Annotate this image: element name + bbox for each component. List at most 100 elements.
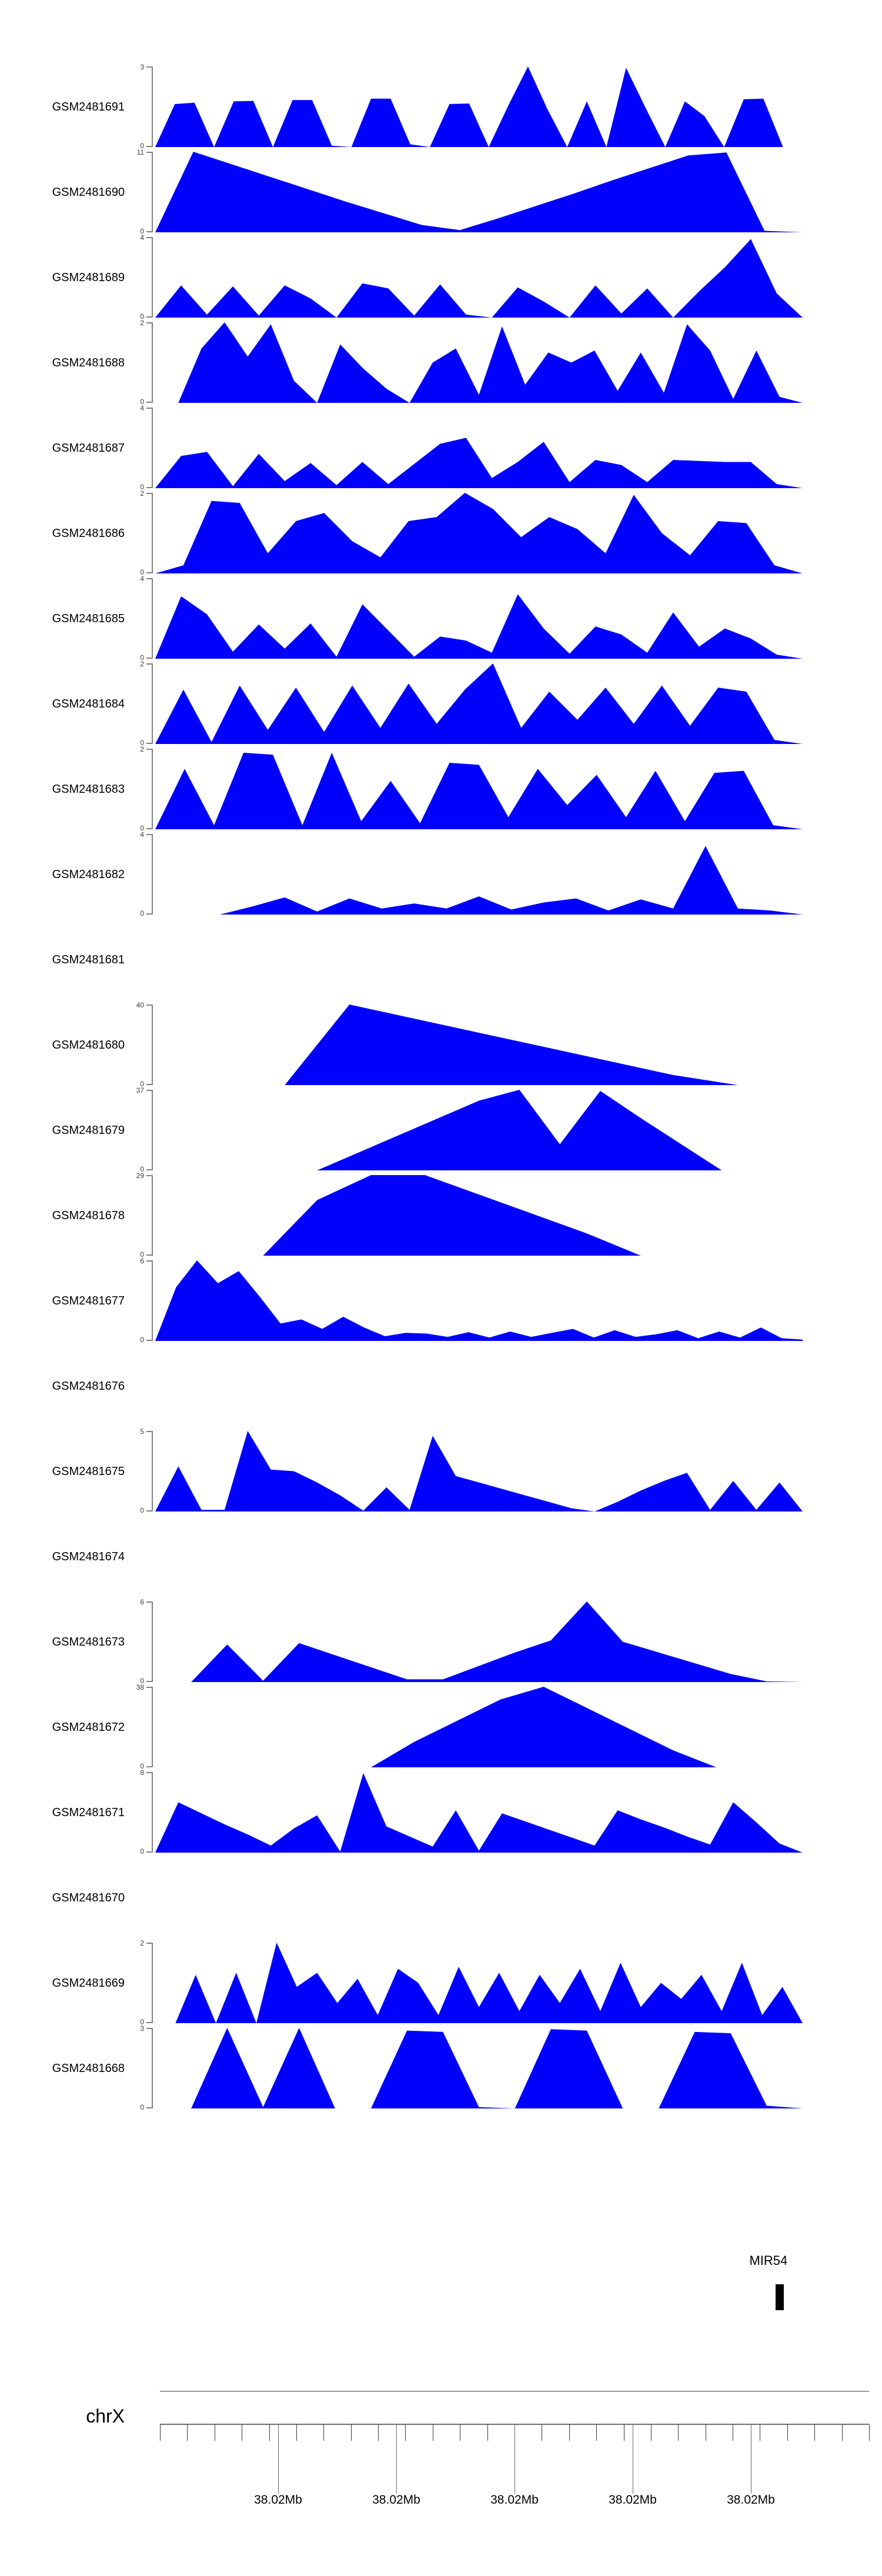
track-y-axis: 37 0 (134, 1087, 155, 1173)
coverage-profile[interactable] (155, 1943, 803, 2023)
y-axis-min-label: 0 (140, 824, 144, 832)
coverage-profile[interactable] (155, 1431, 803, 1511)
axis-minor-tick (350, 2424, 352, 2441)
data-track[interactable]: GSM2481684 2 0 (0, 660, 882, 746)
y-axis-tick-max (146, 2028, 153, 2029)
track-y-axis: 29 0 (134, 1172, 155, 1258)
data-track[interactable]: GSM2481680 40 0 (0, 1002, 882, 1088)
track-label: GSM2481669 (52, 1976, 125, 1990)
data-track[interactable]: GSM2481681 (0, 919, 882, 1000)
axis-coordinate-label: 38.02Mb (609, 2493, 657, 2507)
y-axis-tick-max (146, 237, 153, 238)
data-track[interactable]: GSM2481679 37 0 (0, 1087, 882, 1173)
y-axis-min-label: 0 (140, 1506, 144, 1514)
coverage-profile[interactable] (155, 1175, 803, 1256)
y-axis-min-label: 0 (140, 1677, 144, 1685)
data-track[interactable]: GSM2481677 6 0 (0, 1257, 882, 1344)
y-axis-min-label: 0 (140, 483, 144, 491)
coverage-profile[interactable] (155, 493, 803, 573)
gene-feature-box[interactable] (776, 2284, 784, 2310)
axis-coordinate-label: 38.02Mb (727, 2493, 775, 2507)
y-axis-min-label: 0 (140, 1336, 144, 1344)
coverage-profile[interactable] (155, 322, 803, 403)
coverage-profile[interactable] (155, 2028, 803, 2108)
y-axis-line (152, 66, 153, 147)
y-axis-tick-max (146, 749, 153, 750)
coverage-profile[interactable] (155, 1687, 803, 1767)
track-label: GSM2481682 (52, 867, 125, 881)
coverage-profile[interactable] (155, 1005, 803, 1085)
data-track[interactable]: GSM2481675 5 0 (0, 1428, 882, 1514)
coverage-profile[interactable] (155, 834, 803, 915)
y-axis-tick-min (146, 1254, 153, 1256)
coverage-profile[interactable] (155, 1772, 803, 1853)
data-track[interactable]: GSM2481690 11 0 (0, 149, 882, 235)
y-axis-tick-min (146, 402, 153, 403)
coverage-profile[interactable] (155, 1090, 803, 1170)
y-axis-max-label: 2 (140, 660, 144, 668)
data-track[interactable]: GSM2481676 (0, 1346, 882, 1426)
y-axis-min-label: 0 (140, 1165, 144, 1173)
y-axis-max-label: 4 (140, 575, 144, 583)
data-track[interactable]: GSM2481671 8 0 (0, 1769, 882, 1856)
y-axis-min-label: 0 (140, 1080, 144, 1088)
y-axis-max-label: 29 (136, 1172, 144, 1180)
y-axis-line (152, 408, 153, 488)
y-axis-min-label: 0 (140, 1847, 144, 1856)
coverage-profile[interactable] (155, 152, 803, 232)
coverage-profile[interactable] (155, 1601, 803, 1682)
data-track[interactable]: GSM2481687 4 0 (0, 405, 882, 491)
y-axis-tick-min (146, 572, 153, 573)
y-axis-tick-min (146, 231, 153, 232)
y-axis-line (152, 1687, 153, 1767)
y-axis-tick-max (146, 1601, 153, 1603)
y-axis-max-label: 4 (140, 830, 144, 839)
data-track[interactable]: GSM2481670 (0, 1857, 882, 1938)
y-axis-min-label: 0 (140, 398, 144, 406)
data-track[interactable]: GSM2481669 2 0 (0, 1940, 882, 2026)
data-track[interactable]: GSM2481686 2 0 (0, 490, 882, 576)
data-track[interactable]: GSM2481691 3 0 (0, 63, 882, 149)
track-y-axis: 38 0 (134, 1684, 155, 1770)
axis-minor-tick (869, 2424, 870, 2441)
data-track[interactable]: GSM2481678 29 0 (0, 1172, 882, 1258)
data-track[interactable]: GSM2481689 4 0 (0, 234, 882, 320)
track-label: GSM2481676 (52, 1379, 125, 1393)
y-axis-line (152, 1772, 153, 1853)
data-track[interactable]: GSM2481673 6 0 (0, 1599, 882, 1685)
data-track[interactable]: GSM2481682 4 0 (0, 830, 882, 917)
data-track[interactable]: GSM2481668 3 0 (0, 2024, 882, 2111)
coverage-profile[interactable] (155, 66, 803, 147)
axis-minor-tick (405, 2424, 406, 2441)
genome-axis-track: chrX 38.02Mb 38.02Mb 38.02Mb 38.02Mb 38.02Mb (0, 2385, 882, 2507)
y-axis-tick-max (146, 578, 153, 579)
data-track[interactable]: GSM2481685 4 0 (0, 575, 882, 661)
y-axis-min-label: 0 (140, 2018, 144, 2026)
y-axis-line (152, 1601, 153, 1682)
y-axis-max-label: 3 (140, 2024, 144, 2033)
y-axis-min-label: 0 (140, 909, 144, 917)
data-track[interactable]: GSM2481683 2 0 (0, 746, 882, 832)
coverage-profile[interactable] (155, 237, 803, 318)
axis-minor-tick (814, 2424, 816, 2441)
coverage-profile[interactable] (155, 749, 803, 829)
data-track[interactable]: GSM2481674 (0, 1516, 882, 1597)
y-axis-line (152, 493, 153, 573)
data-track[interactable]: GSM2481672 38 0 (0, 1684, 882, 1770)
y-axis-tick-min (146, 2107, 153, 2108)
coverage-profile[interactable] (155, 1260, 803, 1341)
y-axis-tick-max (146, 152, 153, 153)
y-axis-max-label: 3 (140, 63, 144, 71)
track-label: GSM2481670 (52, 1891, 125, 1904)
coverage-profile[interactable] (155, 578, 803, 659)
y-axis-tick-min (146, 913, 153, 915)
axis-minor-tick (269, 2424, 270, 2441)
data-track[interactable]: GSM2481688 2 0 (0, 319, 882, 406)
coverage-profile[interactable] (155, 408, 803, 488)
track-label: GSM2481679 (52, 1123, 125, 1137)
coverage-profile[interactable] (155, 663, 803, 744)
